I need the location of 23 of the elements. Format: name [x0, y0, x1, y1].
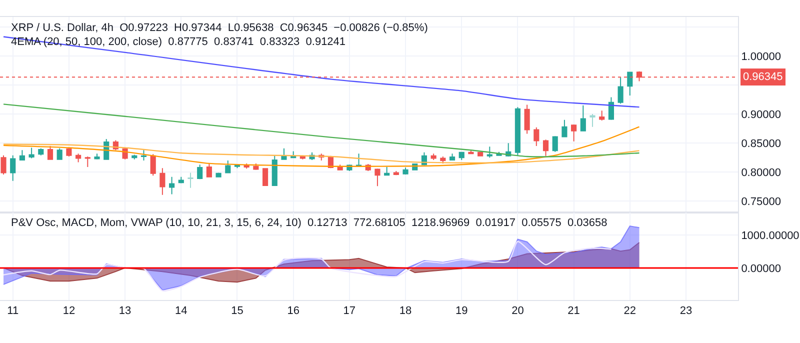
y-tick-label: 1000.00000 [741, 230, 800, 242]
y-tick-label: 0.00000 [741, 262, 781, 275]
text: XRP / U.S. Dollar, 4h O0.97223 H0.97344 L0.95638 C0.96345 −0.00826 (−0.85%) [11, 22, 428, 34]
x-tick-label: 12 [62, 305, 76, 318]
y-tick-label: 0.90000 [741, 108, 781, 121]
x-tick-label: 19 [455, 305, 468, 318]
y-tick-label: 1.00000 [741, 50, 781, 63]
y-tick-label: 0.85000 [741, 138, 781, 150]
ref-line-label: 0.96345 [743, 71, 783, 83]
x-tick-label: 17 [343, 305, 356, 318]
x-tick-label: 14 [175, 305, 188, 318]
x-tick-label: 11 [7, 305, 19, 318]
x-tick-label: 23 [680, 305, 692, 318]
x-tick-label: 15 [231, 305, 244, 318]
x-tick-label: 18 [399, 305, 412, 318]
x-tick-label: 20 [512, 305, 524, 318]
x-tick-label: 21 [568, 305, 580, 318]
x-tick-label: 22 [624, 305, 636, 318]
y-tick-label: 0.80000 [741, 167, 781, 180]
x-tick-label: 13 [118, 305, 132, 318]
y-tick-label: 0.75000 [741, 196, 781, 208]
chart-title: P&V Osc, MACD, Mom, VWAP (10, 10, 21, 3, 15, 6, 24, 10) 0.12713 772.68105 1218.96969 0.01917 0.05575 0.03658 [11, 217, 608, 229]
x-tick-label: 16 [287, 305, 300, 318]
